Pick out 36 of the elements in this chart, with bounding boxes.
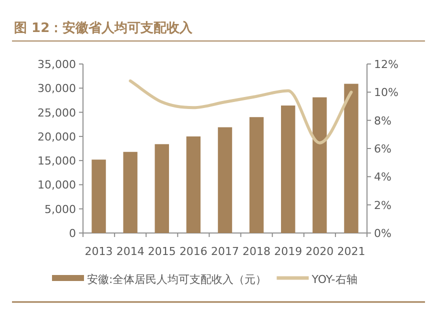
y-tick-label: 10,000 — [38, 178, 76, 192]
bar — [218, 127, 232, 233]
y-tick-label: 20,000 — [38, 130, 76, 144]
x-tick-label: 2014 — [116, 245, 144, 258]
x-tick-label: 2013 — [84, 245, 113, 258]
x-tick-label: 2018 — [242, 245, 271, 258]
legend-label: 安徽:全体居民人均可支配收入（元） — [87, 273, 267, 286]
bar — [281, 106, 296, 233]
bar — [249, 117, 264, 233]
y2-tick-label: 4% — [374, 170, 392, 184]
bar — [154, 144, 169, 233]
bar — [186, 136, 201, 233]
y2-tick-label: 0% — [374, 227, 392, 240]
x-tick-label: 2017 — [211, 245, 239, 258]
y-tick-label: 5,000 — [44, 202, 76, 216]
bar — [312, 97, 327, 233]
chart-title: 图 12：安徽省人均可支配收入 — [14, 20, 194, 36]
x-tick-label: 2019 — [274, 245, 302, 258]
y-tick-label: 25,000 — [38, 106, 76, 120]
y2-tick-label: 6% — [374, 142, 392, 156]
y2-tick-label: 10% — [374, 86, 398, 100]
x-tick-label: 2015 — [148, 245, 176, 258]
y-tick-label: 15,000 — [38, 154, 76, 168]
bar — [344, 84, 358, 233]
bar — [123, 152, 138, 233]
y-tick-label: 35,000 — [38, 58, 76, 71]
bar — [92, 160, 106, 233]
y2-tick-label: 2% — [374, 198, 392, 212]
y-tick-label: 30,000 — [38, 82, 76, 96]
y-tick-label: 0 — [69, 227, 76, 240]
x-tick-label: 2020 — [306, 245, 334, 258]
y2-tick-label: 8% — [374, 114, 392, 128]
x-tick-label: 2021 — [337, 245, 366, 258]
x-tick-label: 2016 — [179, 245, 208, 258]
legend-label: YOY-右轴 — [310, 273, 358, 286]
y2-tick-label: 12% — [374, 58, 398, 71]
